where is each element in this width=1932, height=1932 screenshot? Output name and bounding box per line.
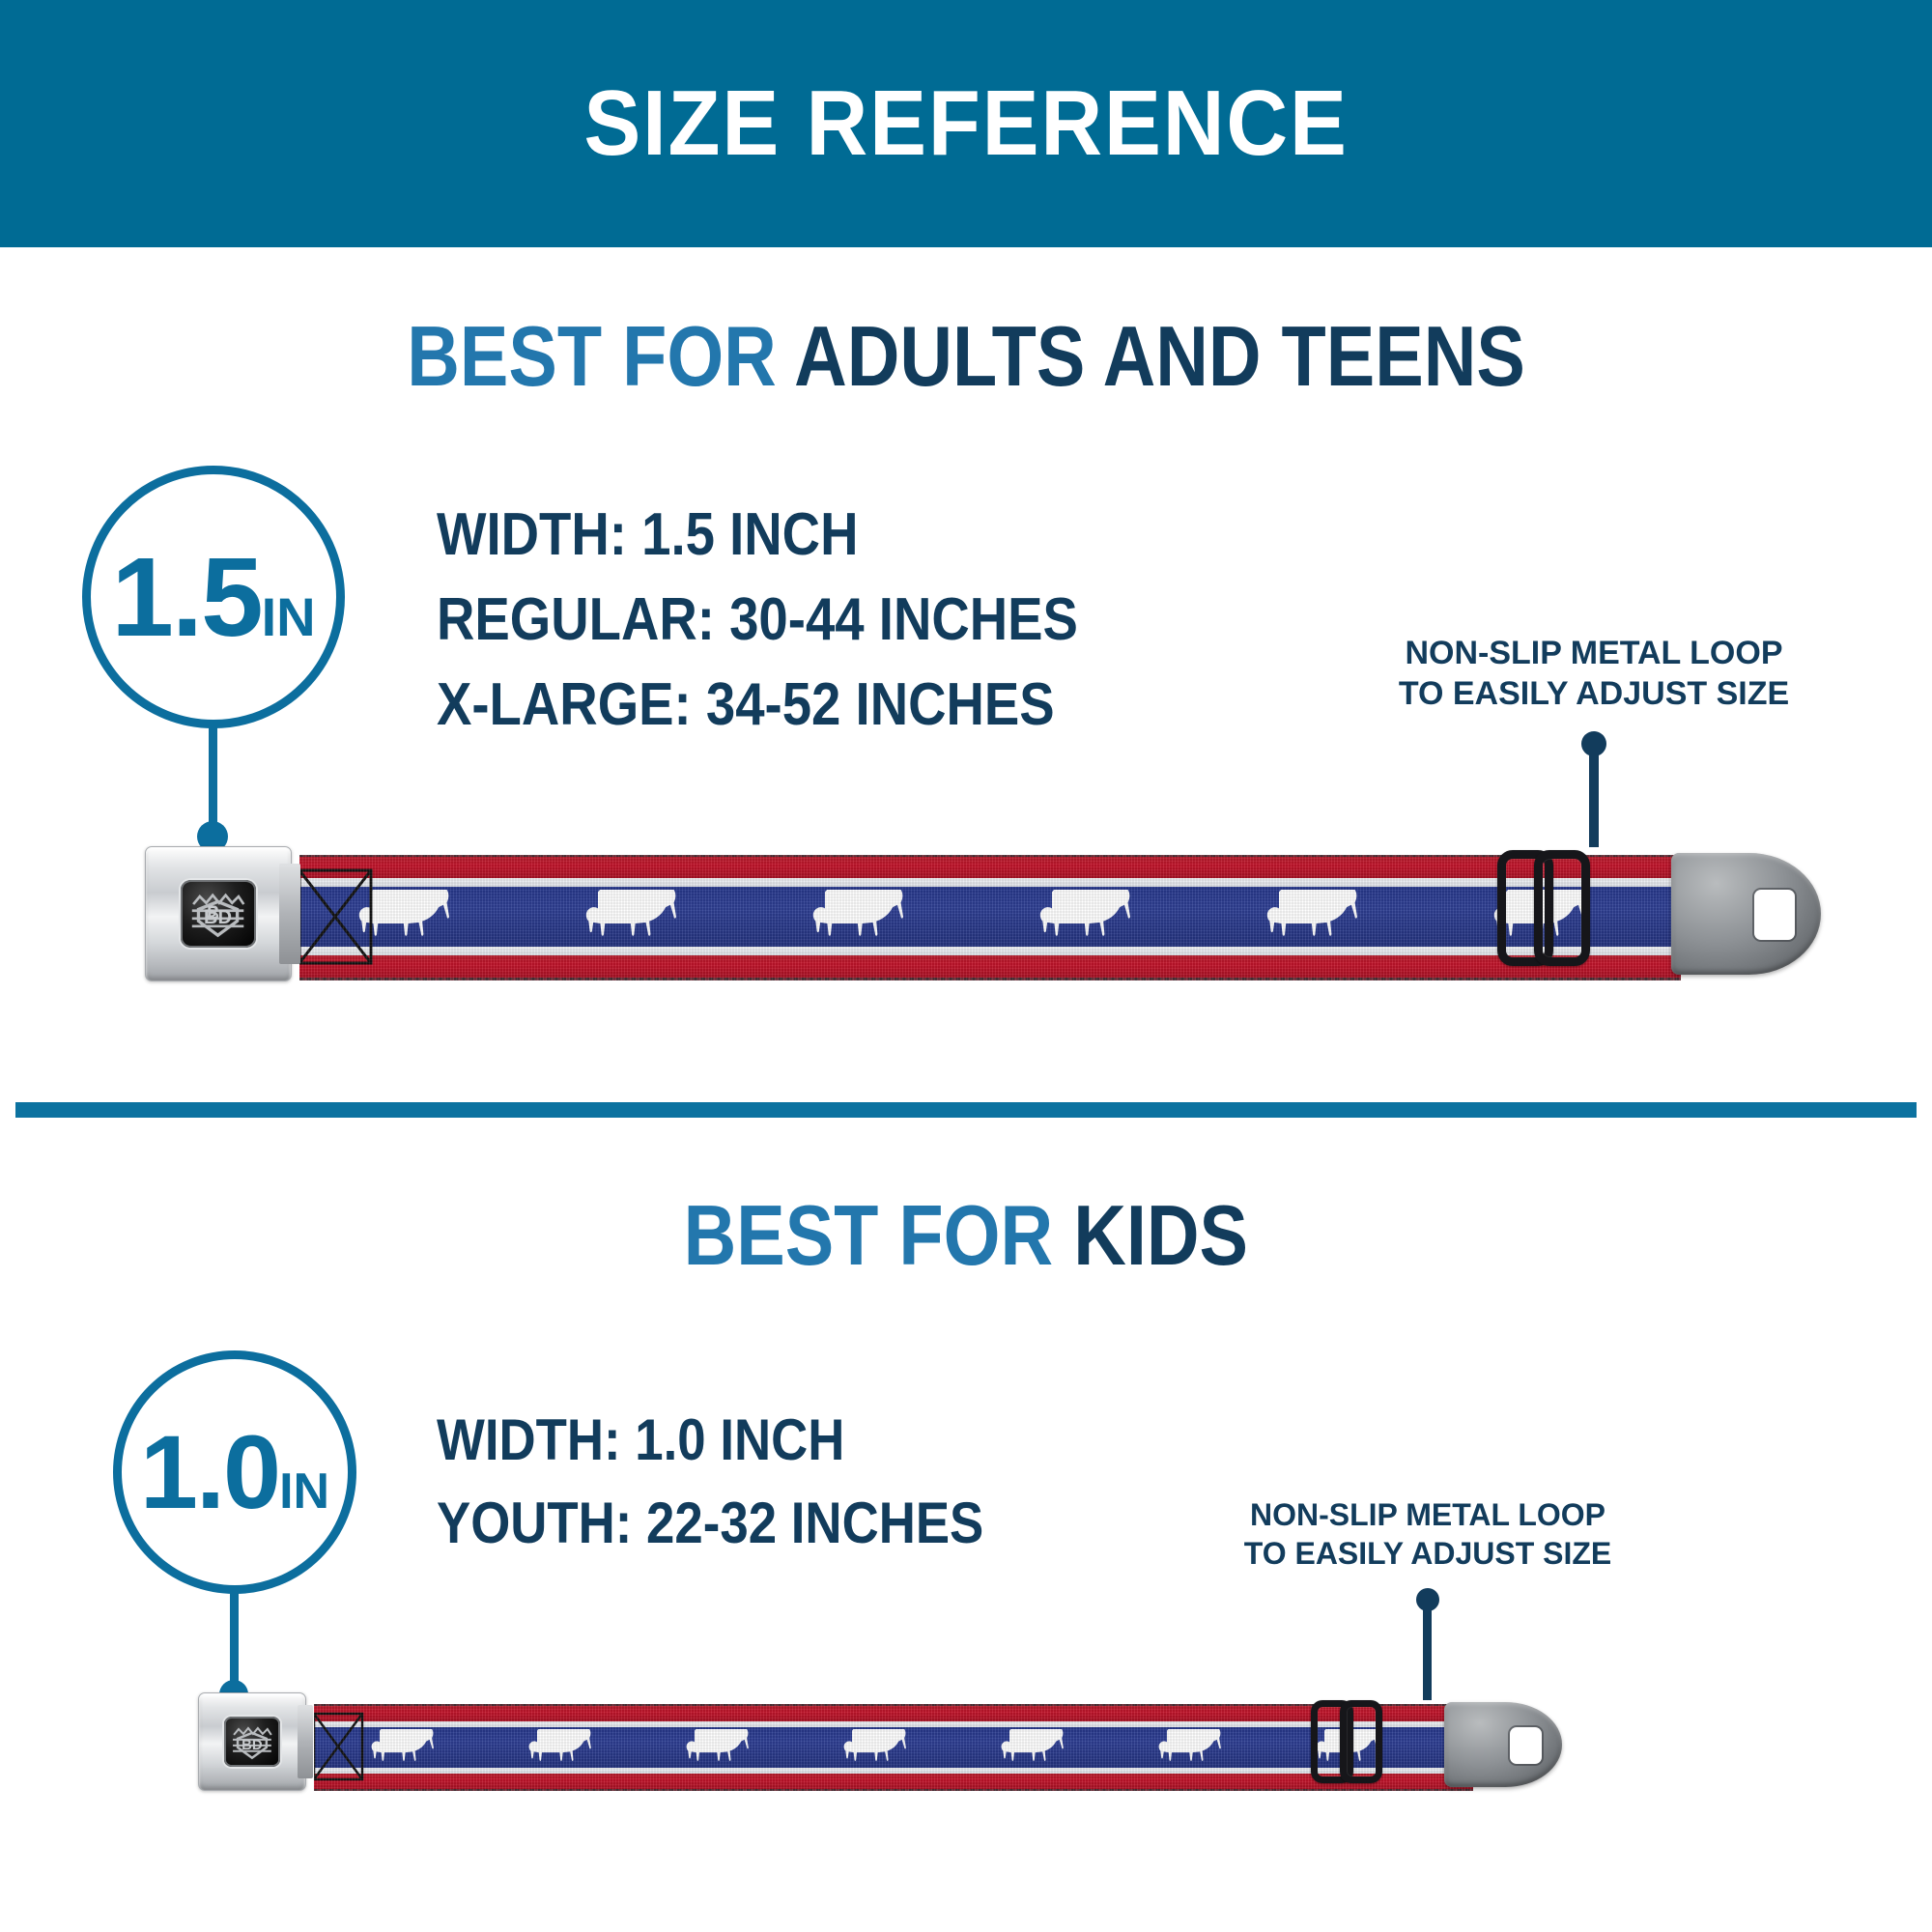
bd-logo-icon: BD [224, 1717, 280, 1767]
heading-emphasis-adults: ADULTS AND TEENS [794, 308, 1525, 404]
belt-metal-tip [1671, 853, 1821, 975]
metal-adjuster-loop [1340, 1700, 1382, 1783]
badge-unit-kids: IN [279, 1463, 330, 1520]
stitch-box-icon [299, 868, 373, 965]
heading-emphasis-kids: KIDS [1073, 1187, 1249, 1283]
belt-adult: BD [145, 840, 1821, 981]
bison-icon [525, 1729, 608, 1768]
spec-line: YOUTH: 22-32 INCHES [437, 1491, 984, 1555]
bd-logo-icon: BD [181, 880, 256, 948]
callout-metal-loop-kids: NON-SLIP METAL LOOP TO EASILY ADJUST SIZ… [1215, 1495, 1640, 1700]
badge-connector-line-kids [230, 1592, 239, 1689]
callout-line: NON-SLIP METAL LOOP [1249, 1497, 1605, 1532]
bison-icon [839, 1729, 923, 1768]
section-heading-adults: BEST FOR ADULTS AND TEENS [0, 307, 1932, 406]
size-badge-kids: 1.0 IN [113, 1350, 356, 1709]
bison-icon [1154, 1729, 1237, 1768]
badge-number-adults: 1.5 [111, 534, 263, 660]
metal-adjuster-loop [1534, 850, 1590, 966]
heading-prefix-kids: BEST FOR [683, 1187, 1074, 1283]
callout-metal-loop-adults: NON-SLIP METAL LOOP TO EASILY ADJUST SIZ… [1367, 633, 1821, 847]
header-banner: SIZE REFERENCE [0, 0, 1932, 247]
callout-connector-line-kids [1423, 1600, 1432, 1700]
bison-icon [580, 890, 700, 946]
spec-line: WIDTH: 1.5 INCH [437, 501, 859, 568]
belt-metal-tip [1444, 1702, 1562, 1787]
bison-icon [367, 1729, 450, 1768]
spec-block-kids: WIDTH: 1.0 INCH YOUTH: 22-32 INCHES [437, 1399, 1058, 1565]
callout-line: NON-SLIP METAL LOOP [1405, 635, 1783, 671]
section-divider [15, 1102, 1917, 1118]
bison-icon [997, 1729, 1080, 1768]
stitch-box-icon [314, 1712, 364, 1781]
size-badge-adults: 1.5 IN [82, 466, 345, 852]
callout-line: TO EASILY ADJUST SIZE [1398, 675, 1790, 712]
section-heading-kids: BEST FOR KIDS [0, 1186, 1932, 1285]
tip-hole [1754, 890, 1795, 940]
page-title: SIZE REFERENCE [583, 71, 1349, 175]
heading-prefix-adults: BEST FOR [407, 308, 795, 404]
badge-number-kids: 1.0 [139, 1413, 281, 1530]
badge-unit-adults: IN [261, 586, 316, 647]
bison-icon [807, 890, 927, 946]
svg-text:BD: BD [205, 907, 233, 928]
bison-icon [682, 1729, 765, 1768]
callout-line: TO EASILY ADJUST SIZE [1243, 1536, 1612, 1571]
svg-text:BD: BD [242, 1737, 263, 1752]
metal-adjuster-loop [1497, 850, 1553, 966]
belt-buckle-kids: BD [198, 1692, 313, 1791]
belt-buckle-adult: BD [145, 846, 300, 981]
bison-icon [1261, 890, 1381, 946]
spec-block-adults: WIDTH: 1.5 INCH REGULAR: 30-44 INCHES X-… [437, 493, 1165, 748]
spec-line: REGULAR: 30-44 INCHES [437, 586, 1078, 653]
bison-icon [1034, 890, 1154, 946]
spec-line: WIDTH: 1.0 INCH [437, 1407, 845, 1472]
metal-adjuster-loop [1311, 1700, 1353, 1783]
spec-line: X-LARGE: 34-52 INCHES [437, 671, 1055, 738]
tip-hole [1510, 1727, 1542, 1764]
callout-connector-line-adults [1589, 743, 1599, 847]
bison-icon [353, 890, 473, 946]
belt-strap-adult [299, 855, 1681, 980]
badge-connector-line-adults [209, 726, 217, 831]
belt-strap-kids [314, 1704, 1473, 1791]
belt-kids: BD [198, 1683, 1608, 1791]
